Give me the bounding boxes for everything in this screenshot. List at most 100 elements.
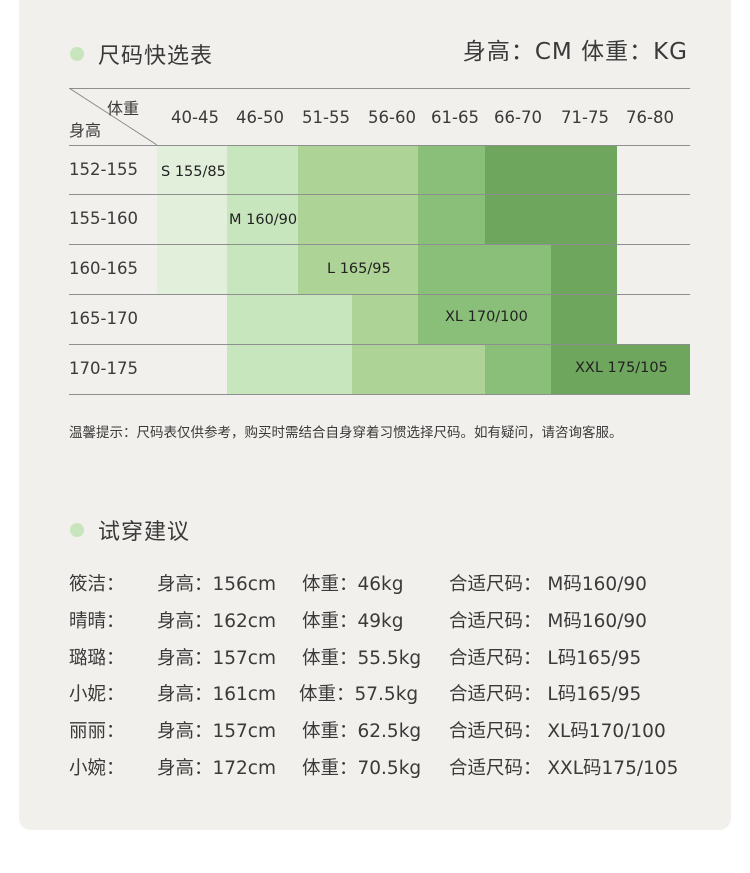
height-range-label: 165-170 bbox=[69, 309, 138, 328]
table-divider bbox=[69, 194, 690, 195]
weight-range-label: 66-70 bbox=[494, 108, 542, 127]
size-cell bbox=[418, 146, 485, 194]
height-range-label: 160-165 bbox=[69, 259, 138, 278]
header-height-label: 身高 bbox=[69, 121, 102, 140]
size-cell bbox=[551, 295, 617, 344]
size-cell bbox=[418, 195, 485, 244]
trier-height: 身高：157cm bbox=[157, 721, 277, 742]
trier-name: 小婉： bbox=[69, 758, 125, 779]
table-divider bbox=[69, 344, 690, 345]
size-cell bbox=[298, 146, 352, 194]
size-cell bbox=[352, 245, 418, 294]
size-cell bbox=[227, 345, 298, 394]
weight-range-label: 51-55 bbox=[302, 108, 350, 127]
size-cell bbox=[352, 146, 418, 194]
table-divider bbox=[69, 88, 690, 89]
size-cell bbox=[298, 295, 352, 344]
height-range-label: 170-175 bbox=[69, 359, 138, 378]
trier-size: 合适尺码： M码160/90 bbox=[449, 611, 647, 632]
size-cell bbox=[298, 345, 352, 394]
trier-weight: 体重：46kg bbox=[302, 574, 404, 595]
trier-height: 身高：161cm bbox=[157, 684, 277, 705]
size-cell bbox=[227, 195, 298, 244]
trier-name: 丽丽： bbox=[69, 721, 125, 742]
size-cell bbox=[157, 245, 227, 294]
size-table-title: 尺码快选表 bbox=[98, 44, 214, 69]
trier-name: 小妮： bbox=[69, 684, 125, 705]
trier-name: 璐璐： bbox=[69, 648, 125, 669]
table-divider bbox=[69, 394, 690, 395]
weight-range-label: 56-60 bbox=[368, 108, 416, 127]
suggestion-row: 小婉： 身高：172cm 体重：70.5kg 合适尺码： XXL码175/105 bbox=[69, 754, 709, 784]
trier-size: 合适尺码： M码160/90 bbox=[449, 574, 647, 595]
size-tip: 温馨提示：尺码表仅供参考，购买时需结合自身穿着习惯选择尺码。如有疑问，请咨询客服… bbox=[69, 425, 623, 441]
trier-size: 合适尺码： L码165/95 bbox=[449, 648, 642, 669]
size-cell bbox=[227, 146, 298, 194]
bullet-dot-icon bbox=[70, 523, 84, 537]
size-cell bbox=[551, 345, 617, 394]
table-divider bbox=[69, 294, 690, 295]
size-cell bbox=[157, 195, 227, 244]
size-label: L 165/95 bbox=[327, 261, 391, 277]
trier-weight: 体重：62.5kg bbox=[302, 721, 422, 742]
header-weight-label: 体重 bbox=[107, 99, 140, 118]
weight-range-label: 40-45 bbox=[171, 108, 219, 127]
trier-weight: 体重：49kg bbox=[302, 611, 404, 632]
content-card bbox=[19, 0, 731, 830]
trier-size: 合适尺码： L码165/95 bbox=[449, 684, 642, 705]
suggestion-row: 筱洁： 身高：156cm 体重：46kg 合适尺码： M码160/90 bbox=[69, 570, 709, 600]
trier-weight: 体重：55.5kg bbox=[302, 648, 422, 669]
size-cell bbox=[485, 195, 551, 244]
weight-range-label: 71-75 bbox=[561, 108, 609, 127]
suggestions-title: 试穿建议 bbox=[98, 520, 191, 545]
size-cell bbox=[551, 146, 617, 194]
trier-weight: 体重：57.5kg bbox=[299, 684, 419, 705]
size-cell bbox=[298, 195, 352, 244]
size-cell bbox=[418, 245, 485, 294]
size-cell bbox=[352, 295, 418, 344]
header-diagonal-line bbox=[69, 88, 157, 145]
trier-size: 合适尺码： XXL码175/105 bbox=[449, 758, 679, 779]
suggestion-row: 晴晴： 身高：162cm 体重：49kg 合适尺码： M码160/90 bbox=[69, 607, 709, 637]
table-divider bbox=[69, 145, 690, 146]
size-cell bbox=[227, 295, 298, 344]
size-label: XL 170/100 bbox=[445, 309, 528, 325]
suggestions-header: 试穿建议 bbox=[70, 514, 190, 546]
size-cell bbox=[551, 245, 617, 294]
size-cell bbox=[352, 345, 418, 394]
size-table-header: 尺码快选表 bbox=[70, 38, 213, 70]
trier-height: 身高：172cm bbox=[157, 758, 277, 779]
size-cell bbox=[418, 345, 485, 394]
suggestion-row: 小妮： 身高：161cm 体重：57.5kg 合适尺码： L码165/95 bbox=[69, 680, 709, 710]
size-cell bbox=[352, 195, 418, 244]
size-cell bbox=[617, 345, 690, 394]
height-range-label: 155-160 bbox=[69, 209, 138, 228]
size-cell bbox=[485, 146, 551, 194]
size-cell bbox=[157, 146, 227, 194]
trier-height: 身高：156cm bbox=[157, 574, 277, 595]
suggestion-row: 璐璐： 身高：157cm 体重：55.5kg 合适尺码： L码165/95 bbox=[69, 644, 709, 674]
suggestion-row: 丽丽： 身高：157cm 体重：62.5kg 合适尺码： XL码170/100 bbox=[69, 717, 709, 747]
size-cell bbox=[485, 345, 551, 394]
weight-range-label: 61-65 bbox=[431, 108, 479, 127]
size-table: 体重 身高 40-45 46-50 51-55 56-60 61-65 66-70 71-7… bbox=[69, 88, 690, 395]
unit-label: 身高：CM 体重：KG bbox=[462, 39, 688, 65]
size-cell bbox=[298, 245, 352, 294]
trier-name: 筱洁： bbox=[69, 574, 125, 595]
table-divider bbox=[69, 244, 690, 245]
size-label: XXL 175/105 bbox=[575, 360, 668, 376]
weight-range-label: 76-80 bbox=[626, 108, 674, 127]
trier-height: 身高：162cm bbox=[157, 611, 277, 632]
size-cell bbox=[418, 295, 485, 344]
size-cell bbox=[227, 245, 298, 294]
trier-height: 身高：157cm bbox=[157, 648, 277, 669]
size-cell bbox=[551, 195, 617, 244]
weight-range-label: 46-50 bbox=[236, 108, 284, 127]
trier-weight: 体重：70.5kg bbox=[302, 758, 422, 779]
size-label: S 155/85 bbox=[161, 164, 226, 180]
trier-name: 晴晴： bbox=[69, 611, 125, 632]
size-cell bbox=[485, 245, 551, 294]
bullet-dot-icon bbox=[70, 47, 84, 61]
height-range-label: 152-155 bbox=[69, 160, 138, 179]
size-cell bbox=[485, 295, 551, 344]
